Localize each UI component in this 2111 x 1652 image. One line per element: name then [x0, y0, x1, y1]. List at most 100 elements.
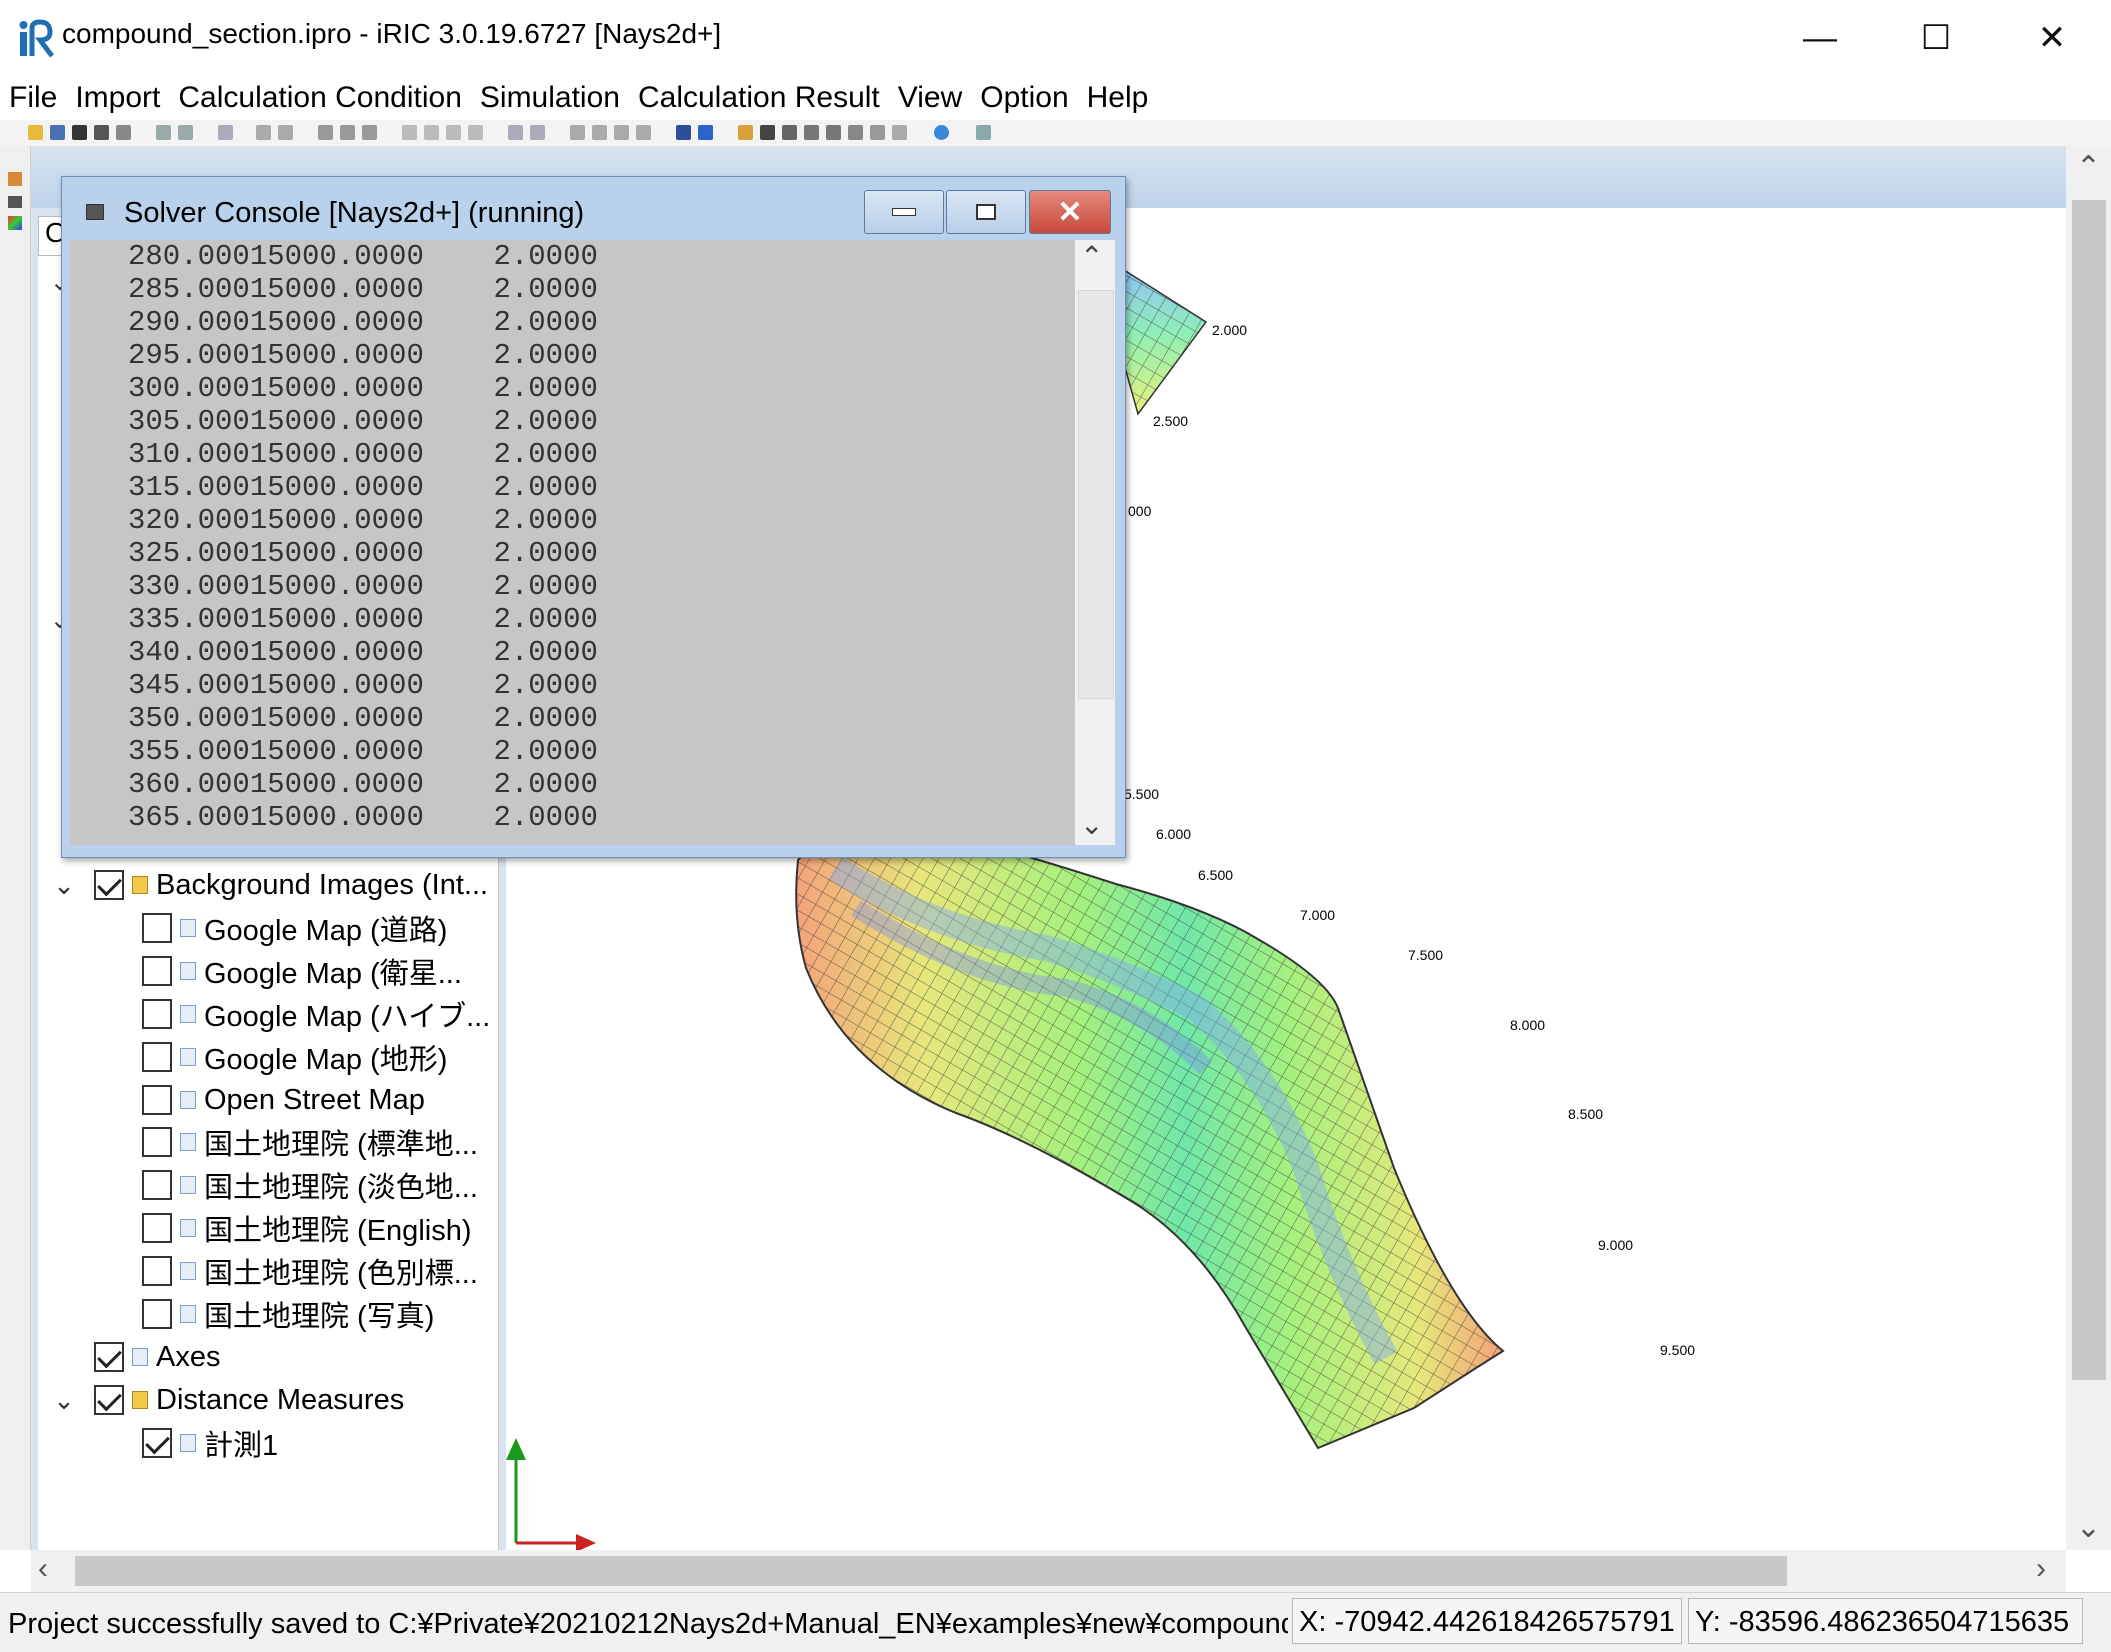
tree-checkbox[interactable] [94, 1342, 124, 1372]
scroll-right-icon[interactable]: › [2036, 1552, 2046, 1585]
stop-icon[interactable] [698, 125, 713, 140]
vector-icon[interactable] [782, 125, 797, 140]
layer-icon [132, 1348, 148, 1366]
redo-icon[interactable] [178, 125, 193, 140]
tree-checkbox[interactable] [142, 999, 172, 1029]
layer-icon [180, 919, 196, 937]
chevron-down-icon[interactable]: ⌄ [53, 1384, 75, 1415]
tree-checkbox[interactable] [142, 1085, 172, 1115]
zoom-icon[interactable] [218, 125, 233, 140]
tree-item-distance-measures[interactable]: ⌄ Distance Measures [48, 1379, 404, 1421]
console-line: 365.00015000.0000 2.0000 [128, 801, 598, 834]
console-restore-button[interactable] [946, 190, 1026, 234]
tree-item-gsi-pale[interactable]: 国土地理院 (淡色地... [142, 1164, 478, 1206]
menu-calculation-result[interactable]: Calculation Result [637, 81, 880, 114]
yz-plane-icon[interactable] [340, 125, 355, 140]
console-scroll-up-icon[interactable]: ⌃ [1080, 241, 1104, 272]
menu-help[interactable]: Help [1086, 81, 1149, 114]
console-scroll-down-icon[interactable]: ⌄ [1080, 809, 1104, 840]
tree-checkbox[interactable] [142, 1170, 172, 1200]
tree-checkbox[interactable] [142, 913, 172, 943]
xy-plane-icon[interactable] [318, 125, 333, 140]
horizontal-scroll-thumb[interactable] [75, 1556, 1787, 1586]
tree-item-gsi-english[interactable]: 国土地理院 (English) [142, 1207, 472, 1249]
contour-icon[interactable] [760, 125, 775, 140]
tree-checkbox[interactable] [142, 1256, 172, 1286]
cross-section-icon[interactable] [870, 125, 885, 140]
move-down-icon[interactable] [468, 125, 483, 140]
tree-item-axes[interactable]: Axes [94, 1336, 220, 1378]
maximize-button[interactable]: ☐ [1920, 19, 1952, 57]
move-right-icon[interactable] [424, 125, 439, 140]
menu-import[interactable]: Import [75, 81, 161, 114]
particle-icon[interactable] [804, 125, 819, 140]
console-output[interactable]: 280.00015000.0000 2.0000 285.00015000.00… [70, 240, 1075, 845]
menu-option[interactable]: Option [980, 81, 1069, 114]
streamline-icon[interactable] [826, 125, 841, 140]
tree-item-google-map-hybrid[interactable]: Google Map (ハイブ... [142, 993, 490, 1035]
tree-checkbox[interactable] [142, 1042, 172, 1072]
rotate-right-icon[interactable] [592, 125, 607, 140]
time-series-icon[interactable] [892, 125, 907, 140]
continuous-snapshot-icon[interactable] [94, 125, 109, 140]
scroll-down-icon[interactable]: ⌄ [2075, 1511, 2102, 1544]
grid-label: 6.000 [1156, 826, 1192, 842]
undo-icon[interactable] [156, 125, 171, 140]
run-icon[interactable] [676, 125, 691, 140]
close-button[interactable]: ✕ [2037, 19, 2067, 57]
monitor-icon[interactable] [8, 196, 22, 208]
wizard-icon[interactable] [8, 172, 22, 186]
chevron-down-icon[interactable]: ⌄ [53, 869, 75, 900]
iric-app-icon [19, 19, 54, 58]
console-scroll-thumb[interactable] [1078, 290, 1114, 699]
menu-calculation-condition[interactable]: Calculation Condition [178, 81, 462, 114]
vertical-scroll-thumb[interactable] [2072, 200, 2106, 1380]
print-icon[interactable] [116, 125, 131, 140]
tree-item-measure-1[interactable]: 計測1 [142, 1422, 278, 1464]
snapshot-icon[interactable] [72, 125, 87, 140]
color-map-icon[interactable] [8, 216, 22, 230]
tree-checkbox[interactable] [94, 1385, 124, 1415]
tree-item-google-map-satellite[interactable]: Google Map (衛星... [142, 950, 462, 992]
zoom-out-icon[interactable] [530, 125, 545, 140]
zoom-in-icon[interactable] [508, 125, 523, 140]
tree-checkbox[interactable] [142, 956, 172, 986]
pencil-icon[interactable] [738, 125, 753, 140]
grid-label: 2.500 [1153, 413, 1189, 429]
tree-checkbox[interactable] [142, 1299, 172, 1329]
graph-icon[interactable] [848, 125, 863, 140]
zx-plane-icon[interactable] [362, 125, 377, 140]
minimize-button[interactable]: — [1803, 18, 1837, 57]
tree-checkbox[interactable] [142, 1127, 172, 1157]
river-grid-plot[interactable] [506, 208, 2066, 1550]
menu-view[interactable]: View [897, 81, 963, 114]
tree-item-google-map-terrain[interactable]: Google Map (地形) [142, 1036, 447, 1078]
open-icon[interactable] [28, 125, 43, 140]
layer-icon [180, 1434, 196, 1452]
console-close-button[interactable]: ✕ [1029, 190, 1111, 234]
tree-checkbox[interactable] [142, 1428, 172, 1458]
tree-item-open-street-map[interactable]: Open Street Map [142, 1079, 425, 1121]
menu-file[interactable]: File [9, 81, 58, 114]
mouse-help-icon[interactable] [976, 125, 991, 140]
reset-view-icon[interactable] [278, 125, 293, 140]
refresh-icon[interactable] [934, 125, 949, 140]
move-left-icon[interactable] [402, 125, 417, 140]
scroll-up-icon[interactable]: ⌃ [2075, 151, 2102, 184]
rotate-up-icon[interactable] [614, 125, 629, 140]
console-minimize-button[interactable] [864, 190, 944, 234]
fit-icon[interactable] [256, 125, 271, 140]
save-icon[interactable] [50, 125, 65, 140]
rotate-left-icon[interactable] [570, 125, 585, 140]
tree-item-background-images[interactable]: ⌄ Background Images (Int... [48, 864, 488, 906]
tree-item-gsi-photo[interactable]: 国土地理院 (写真) [142, 1293, 434, 1335]
tree-checkbox[interactable] [142, 1213, 172, 1243]
tree-item-google-map-road[interactable]: Google Map (道路) [142, 907, 447, 949]
tree-item-gsi-standard[interactable]: 国土地理院 (標準地... [142, 1121, 478, 1163]
menu-simulation[interactable]: Simulation [479, 81, 620, 114]
move-up-icon[interactable] [446, 125, 461, 140]
tree-checkbox[interactable] [94, 870, 124, 900]
rotate-down-icon[interactable] [636, 125, 651, 140]
scroll-left-icon[interactable]: ‹ [38, 1552, 48, 1585]
tree-item-gsi-relief[interactable]: 国土地理院 (色別標... [142, 1250, 478, 1292]
